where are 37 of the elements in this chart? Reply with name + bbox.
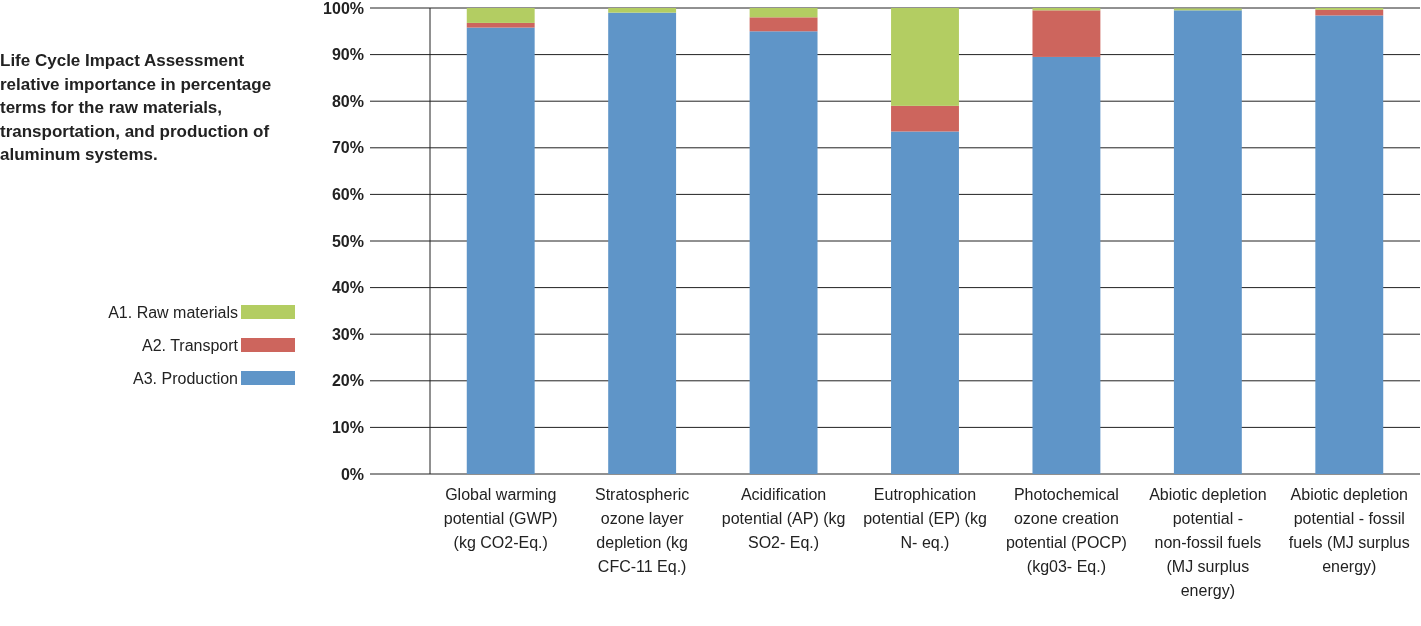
y-tick-label: 20% [331, 372, 364, 390]
x-tick-label: Abiotic depletion potential - non-fossil fuels (MJ surplus energy) [1149, 486, 1267, 599]
y-tick-label: 90% [331, 46, 364, 64]
x-tick-label: Global warming potential (GWP) (kg CO2-Eq.) [443, 486, 558, 551]
legend-label: A2. Transport [141, 337, 239, 354]
y-tick-label: 60% [331, 186, 364, 204]
bar [749, 31, 818, 474]
bar [891, 105, 959, 132]
x-tick-label: Acidification potential (AP) (kg SO2- Eq.) [721, 486, 846, 551]
bar [891, 8, 959, 106]
bar [466, 22, 535, 28]
bar [749, 17, 818, 32]
y-tick-label: 100% [323, 0, 364, 17]
bar [466, 8, 535, 23]
y-tick-label: 80% [331, 92, 364, 110]
text: Life Cycle Impact Assessment relative importance in percentage terms for the raw materials, transportation, and production of aluminum systems. [0, 51, 272, 164]
bar [1173, 10, 1242, 474]
bar [891, 131, 959, 474]
y-tick-label: 30% [331, 325, 364, 343]
x-tick-label: Photochemical ozone creation potential (POCP) (kg03- Eq.) [1005, 486, 1127, 575]
bar [608, 12, 677, 474]
y-tick-label: 10% [331, 419, 364, 437]
bar [1032, 56, 1101, 474]
x-tick-label: Eutrophication potential (EP) (kg N- eq.) [863, 486, 987, 551]
y-tick-label: 0% [340, 465, 364, 483]
bar [1032, 10, 1101, 57]
bar [608, 8, 677, 13]
bar [749, 8, 818, 18]
legend-label: A3. Production [133, 370, 238, 387]
y-tick-label: 40% [331, 279, 364, 297]
bar [466, 27, 535, 474]
x-tick-label: Abiotic depletion potential - fossil fuels (MJ surplus energy) [1288, 486, 1410, 575]
y-tick-label: 70% [331, 139, 364, 157]
bar [1315, 15, 1384, 474]
legend-label: A1. Raw materials [108, 304, 238, 321]
y-tick-label: 50% [331, 232, 364, 250]
x-tick-label: Stratospheric ozone layer depletion (kg CFC-11 Eq.) [595, 486, 690, 575]
